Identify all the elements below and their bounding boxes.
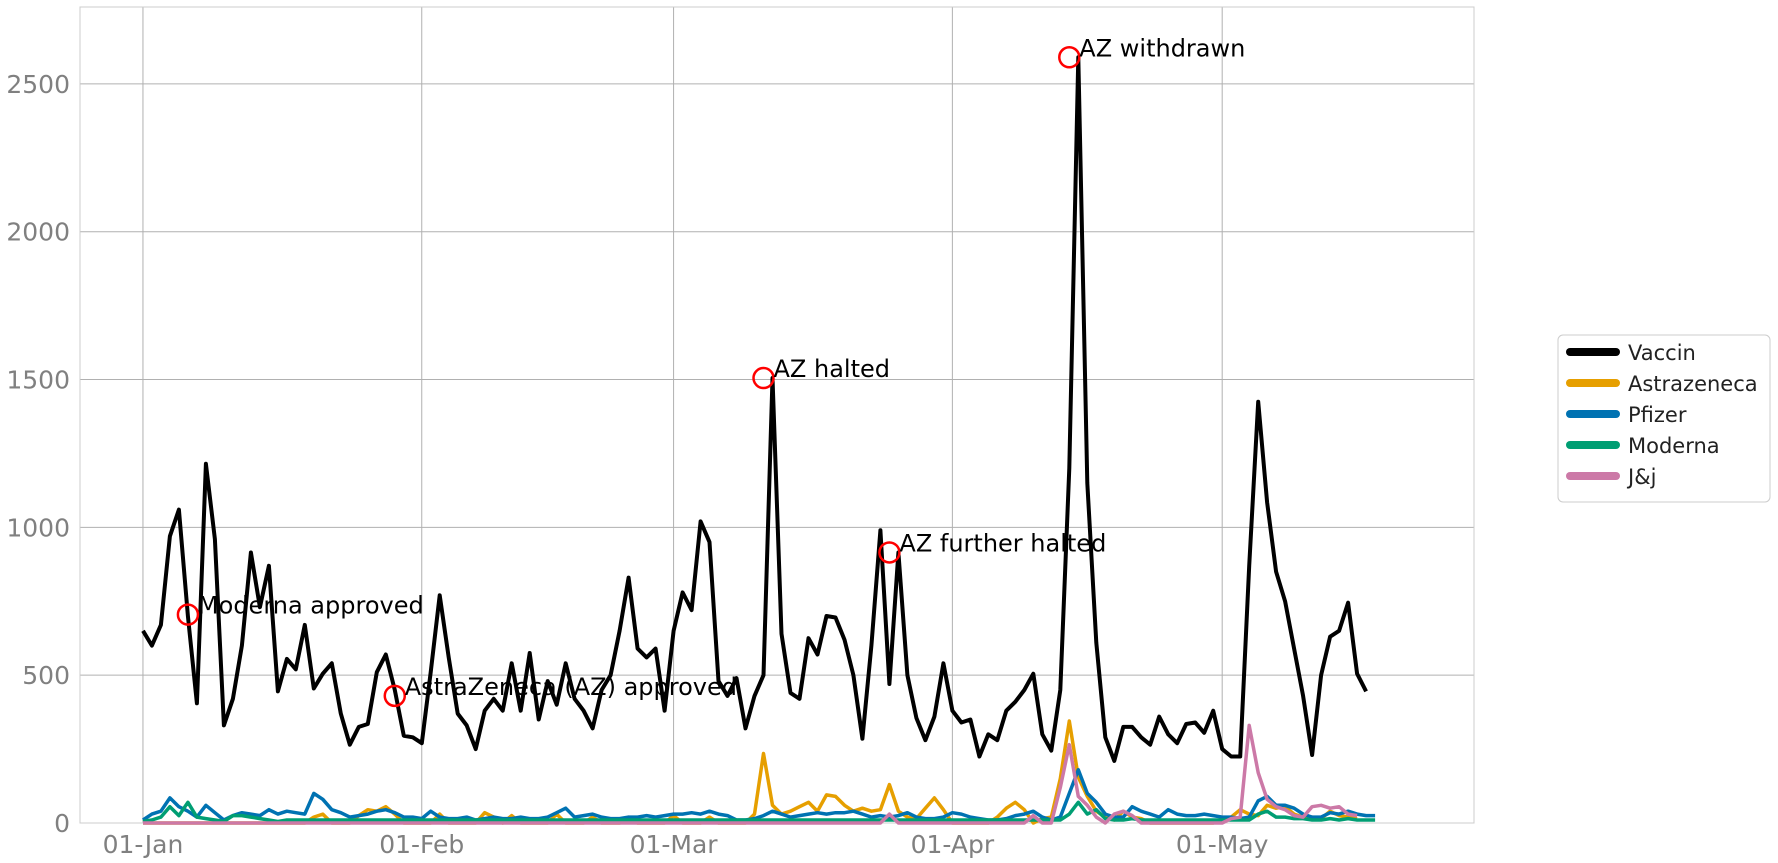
series-line-pfizer: [142, 768, 1376, 822]
annotation-marker: [752, 366, 775, 390]
legend-label: J&j: [1626, 465, 1656, 489]
legend-label: Vaccin: [1628, 341, 1696, 365]
x-tick-label: 01-Mar: [630, 830, 719, 859]
x-tick-label: 01-May: [1176, 830, 1269, 859]
annotations: Moderna approved AstraZeneca (AZ) approve…: [176, 34, 1245, 708]
annotation-marker: [383, 684, 407, 708]
legend-label: Astrazeneca: [1628, 372, 1758, 396]
y-tick-label: 2500: [6, 70, 70, 99]
x-tick-label: 01-Jan: [103, 830, 184, 859]
series-lines: [141, 55, 1376, 825]
legend-label: Pfizer: [1628, 403, 1687, 427]
annotation-label: AZ withdrawn: [1079, 34, 1245, 62]
annotation-marker: [878, 541, 901, 564]
series-line-astrazeneca: [143, 719, 1358, 825]
y-tick-label: 1500: [6, 366, 70, 395]
y-tick-label: 0: [54, 809, 70, 838]
y-tick-label: 1000: [6, 513, 70, 542]
annotation-label: Moderna approved: [198, 592, 424, 620]
plot-frame: [79, 6, 1475, 824]
annotation-label: AstraZeneca (AZ) approved: [405, 673, 737, 701]
grid-lines: [80, 7, 1474, 824]
series-line-vaccin: [141, 55, 1368, 763]
series-line-moderna: [142, 800, 1376, 824]
y-tick-label: 2000: [6, 218, 70, 247]
x-tick-label: 01-Apr: [911, 830, 995, 859]
annotation-label: AZ halted: [774, 355, 890, 383]
x-axis-ticks: 01-Jan 01-Feb 01-Mar 01-Apr 01-May: [103, 830, 1269, 859]
y-axis-ticks: 0 500 1000 1500 2000 2500: [6, 70, 70, 838]
legend-label: Moderna: [1628, 434, 1720, 458]
legend: Vaccin Astrazeneca Pfizer Moderna J&j: [1557, 334, 1771, 503]
annotation-marker: [1058, 46, 1081, 69]
x-tick-label: 01-Feb: [379, 830, 464, 859]
legend-box: [1557, 334, 1771, 503]
annotation-label: AZ further halted: [899, 529, 1106, 557]
series-line-jj: [143, 723, 1358, 825]
y-tick-label: 500: [22, 661, 70, 690]
annotation-marker: [176, 603, 200, 626]
